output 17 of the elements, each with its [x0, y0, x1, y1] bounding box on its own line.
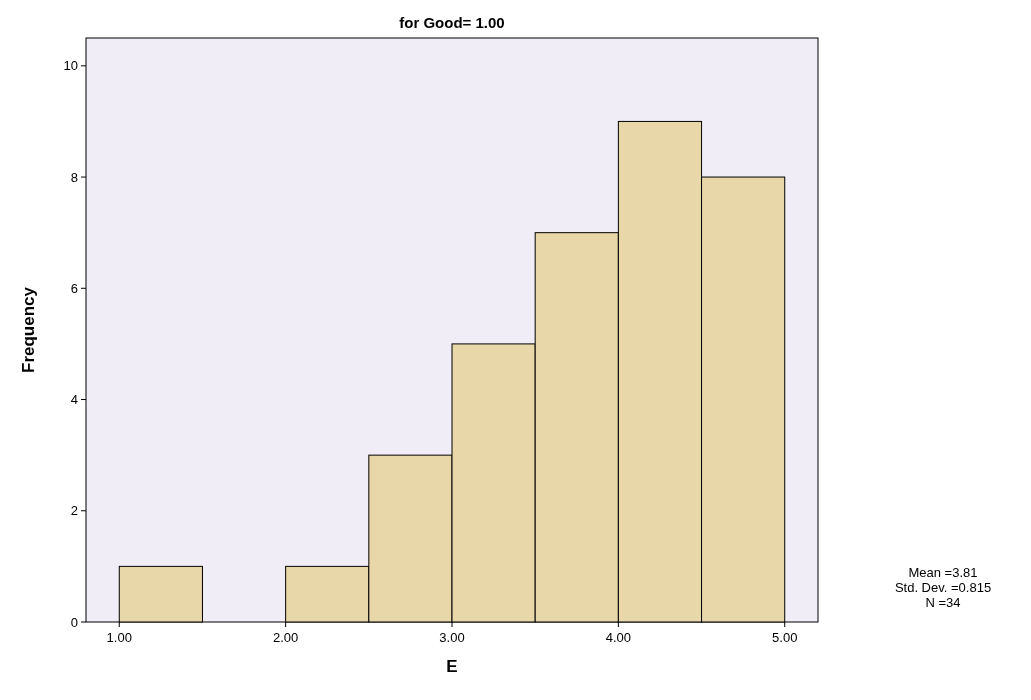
y-tick-label: 8: [70, 169, 78, 185]
x-tick-label: 5.00: [772, 630, 798, 645]
y-tick-label: 6: [70, 280, 78, 296]
text: Std. Dev. =0.815: [894, 580, 992, 595]
y-tick-label: 10: [63, 58, 78, 74]
y-axis-title: Frequency: [19, 286, 38, 373]
x-tick-label: 1.00: [106, 630, 132, 645]
y-tick-label: 4: [70, 392, 78, 408]
x-tick-label: 3.00: [439, 630, 465, 645]
x-axis-title: E: [446, 657, 458, 676]
chart-title: for Good= 1.00: [399, 14, 505, 31]
x-tick-label: 4.00: [605, 630, 632, 645]
text: Mean =3.81: [908, 565, 978, 580]
y-tick-label: 2: [70, 503, 78, 519]
x-tick-label: 2.00: [272, 630, 299, 645]
y-tick-label: 0: [70, 614, 78, 630]
text: N =34: [925, 595, 961, 610]
